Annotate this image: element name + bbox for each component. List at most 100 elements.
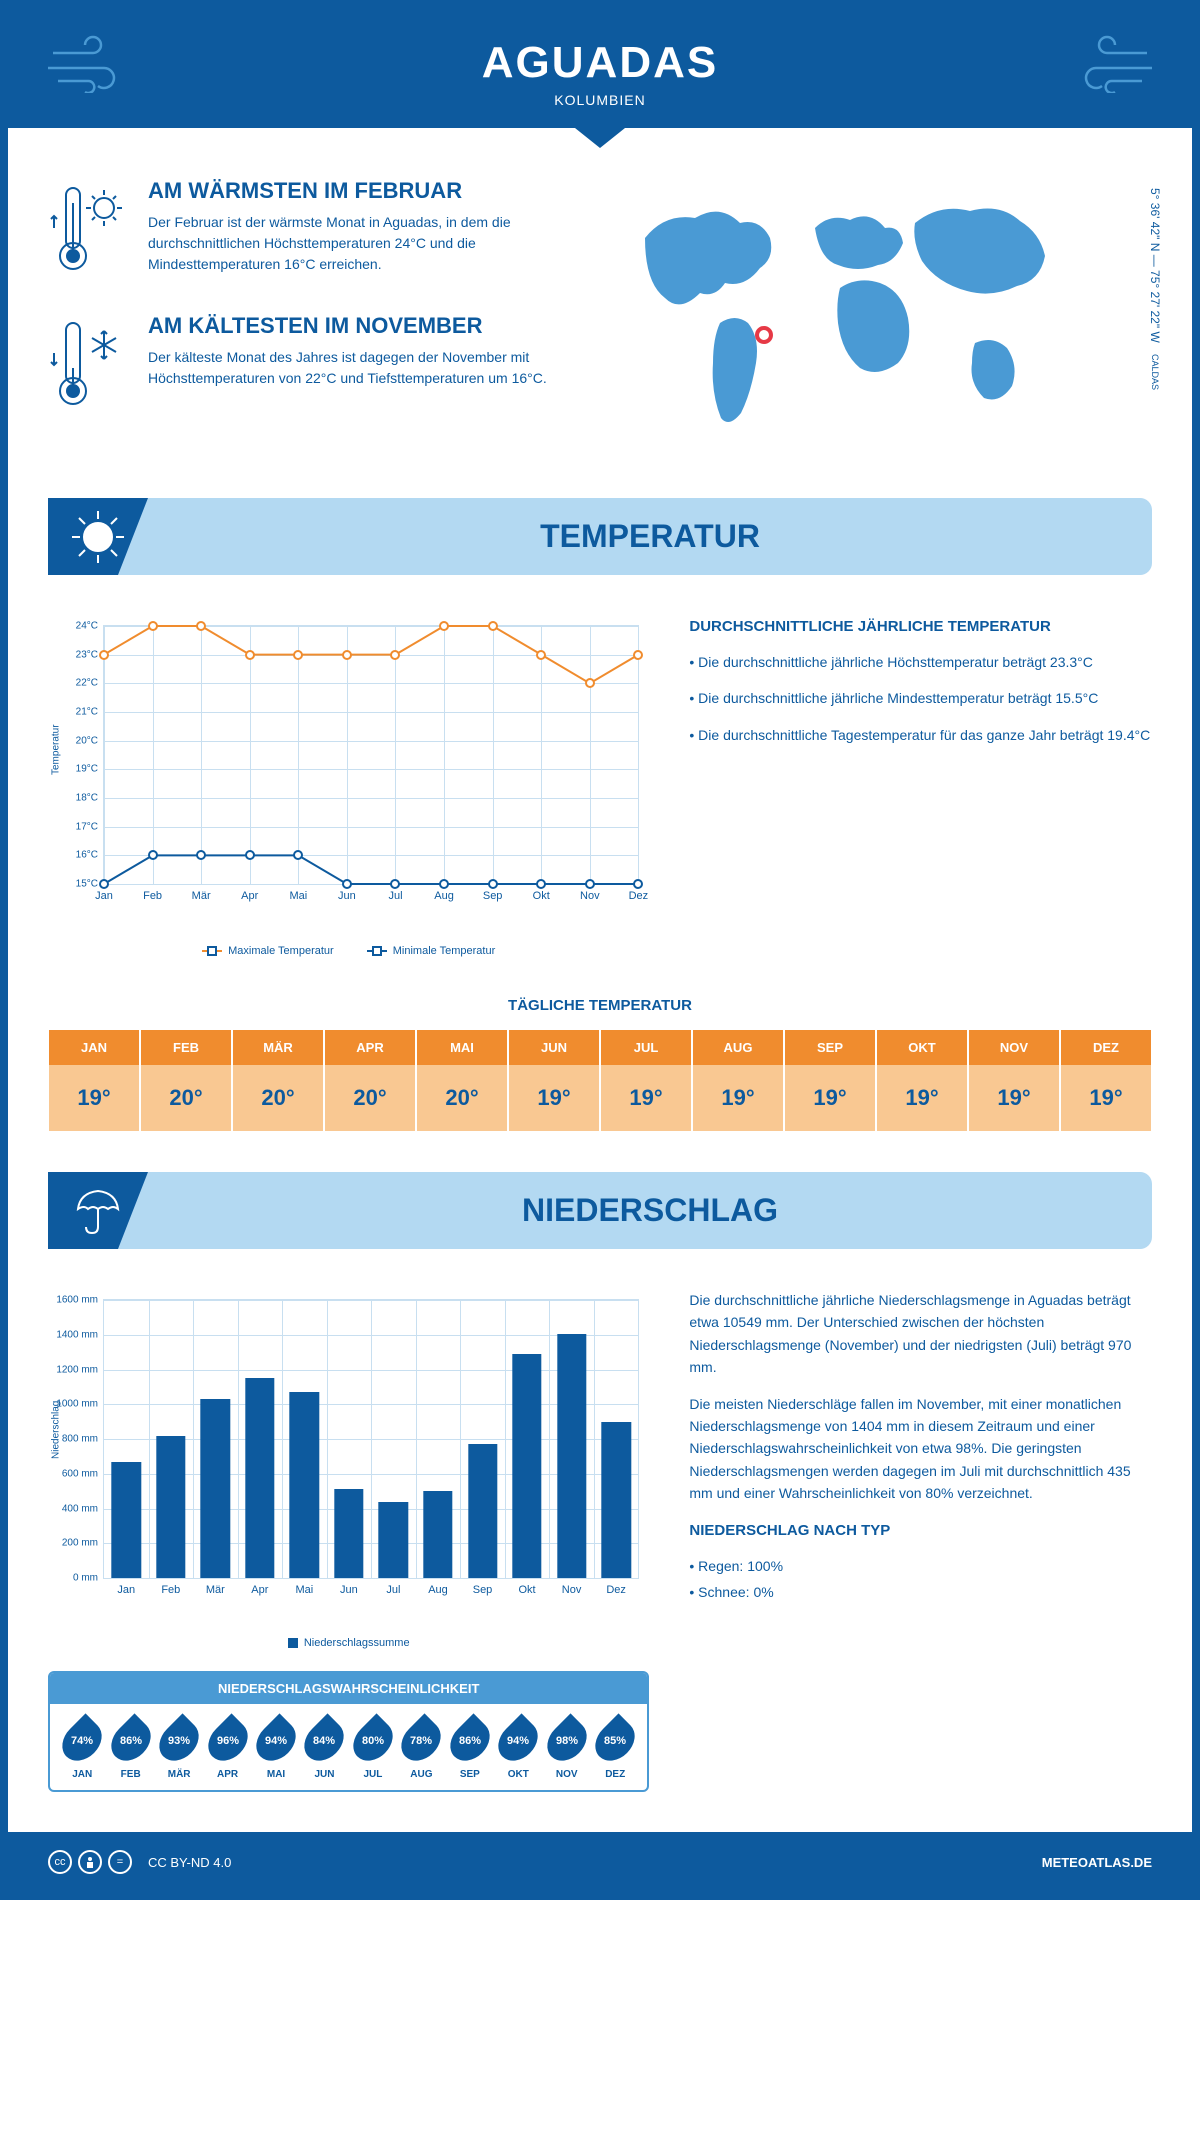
- month-label: NOV: [543, 1769, 591, 1780]
- temp-value: 19°: [1061, 1065, 1151, 1131]
- data-point: [342, 879, 352, 889]
- umbrella-icon: [48, 1172, 148, 1249]
- bar: [512, 1354, 541, 1578]
- license-block: cc = CC BY-ND 4.0: [48, 1850, 231, 1874]
- probability-cell: 74%JAN: [58, 1719, 106, 1780]
- type-bullet: • Schnee: 0%: [689, 1581, 1152, 1603]
- y-tick-label: 600 mm: [62, 1468, 104, 1479]
- month-header: FEB: [141, 1030, 231, 1065]
- month-label: FEB: [106, 1769, 154, 1780]
- fact-warm-title: AM WÄRMSTEN IM FEBRUAR: [148, 178, 585, 204]
- data-point: [196, 621, 206, 631]
- data-point: [99, 879, 109, 889]
- data-point: [439, 879, 449, 889]
- thermometer-sun-icon: [48, 178, 128, 283]
- data-point: [488, 879, 498, 889]
- data-point: [196, 850, 206, 860]
- month-label: SEP: [446, 1769, 494, 1780]
- drop-icon: 78%: [394, 1713, 449, 1768]
- daily-temperature: TÄGLICHE TEMPERATUR JAN19°FEB20°MÄR20°AP…: [8, 977, 1192, 1152]
- data-point: [585, 678, 595, 688]
- wind-icon: [43, 33, 133, 98]
- y-tick-label: 16°C: [76, 850, 104, 861]
- y-tick-label: 20°C: [76, 735, 104, 746]
- probability-cell: 86%SEP: [446, 1719, 494, 1780]
- data-point: [536, 879, 546, 889]
- info-bullet: • Die durchschnittliche jährliche Mindes…: [689, 687, 1152, 709]
- temp-value: 19°: [693, 1065, 783, 1131]
- y-axis-title: Temperatur: [51, 724, 62, 775]
- world-map: [615, 178, 1152, 443]
- fact-cold-text: Der kälteste Monat des Jahres ist dagege…: [148, 347, 585, 389]
- info-heading: DURCHSCHNITTLICHE JÄHRLICHE TEMPERATUR: [689, 615, 1152, 639]
- daily-cell: DEZ19°: [1060, 1029, 1152, 1132]
- probability-cell: 94%OKT: [494, 1719, 542, 1780]
- drop-icon: 84%: [297, 1713, 352, 1768]
- month-label: JUL: [349, 1769, 397, 1780]
- section-header-temperature: TEMPERATUR: [48, 498, 1152, 575]
- month-header: OKT: [877, 1030, 967, 1065]
- month-header: APR: [325, 1030, 415, 1065]
- x-tick-label: Mär: [192, 884, 211, 902]
- month-label: MAI: [252, 1769, 300, 1780]
- sun-icon: [48, 498, 148, 575]
- probability-cell: 78%AUG: [397, 1719, 445, 1780]
- month-header: SEP: [785, 1030, 875, 1065]
- x-tick-label: Feb: [143, 884, 162, 902]
- bar: [156, 1436, 185, 1578]
- cc-icon: cc: [48, 1850, 72, 1874]
- drop-icon: 86%: [103, 1713, 158, 1768]
- precipitation-chart: Niederschlag 0 mm200 mm400 mm600 mm800 m…: [48, 1289, 649, 1812]
- legend-min: Minimale Temperatur: [393, 945, 496, 957]
- drop-icon: 74%: [55, 1713, 110, 1768]
- probability-cell: 86%FEB: [106, 1719, 154, 1780]
- month-header: MÄR: [233, 1030, 323, 1065]
- data-point: [293, 850, 303, 860]
- y-tick-label: 17°C: [76, 821, 104, 832]
- probability-title: NIEDERSCHLAGSWAHRSCHEINLICHKEIT: [50, 1673, 647, 1704]
- drop-icon: 93%: [152, 1713, 207, 1768]
- x-tick-label: Okt: [518, 1578, 535, 1596]
- daily-title: TÄGLICHE TEMPERATUR: [48, 997, 1152, 1014]
- month-label: APR: [203, 1769, 251, 1780]
- data-point: [148, 850, 158, 860]
- daily-cell: FEB20°: [140, 1029, 232, 1132]
- chart-legend: Maximale Temperatur Minimale Temperatur: [48, 935, 649, 957]
- drop-icon: 96%: [200, 1713, 255, 1768]
- x-tick-label: Dez: [606, 1578, 626, 1596]
- page-title: AGUADAS: [28, 38, 1172, 88]
- probability-cell: 84%JUN: [300, 1719, 348, 1780]
- x-tick-label: Feb: [161, 1578, 180, 1596]
- month-header: JUL: [601, 1030, 691, 1065]
- facts-column: AM WÄRMSTEN IM FEBRUAR Der Februar ist d…: [48, 178, 585, 448]
- y-tick-label: 1400 mm: [56, 1329, 104, 1340]
- daily-cell: SEP19°: [784, 1029, 876, 1132]
- by-type-heading: NIEDERSCHLAG NACH TYP: [689, 1519, 1152, 1543]
- month-header: NOV: [969, 1030, 1059, 1065]
- bar: [557, 1334, 586, 1578]
- fact-coldest: AM KÄLTESTEN IM NOVEMBER Der kälteste Mo…: [48, 313, 585, 418]
- x-tick-label: Sep: [473, 1578, 493, 1596]
- daily-cell: APR20°: [324, 1029, 416, 1132]
- data-point: [245, 650, 255, 660]
- section-header-precipitation: NIEDERSCHLAG: [48, 1172, 1152, 1249]
- drop-icon: 94%: [491, 1713, 546, 1768]
- probability-cell: 93%MÄR: [155, 1719, 203, 1780]
- bar: [423, 1491, 452, 1578]
- daily-cell: MAI20°: [416, 1029, 508, 1132]
- wind-icon: [1067, 33, 1157, 98]
- temp-value: 19°: [969, 1065, 1059, 1131]
- bar: [468, 1444, 497, 1578]
- temp-value: 19°: [49, 1065, 139, 1131]
- drop-icon: 98%: [539, 1713, 594, 1768]
- daily-cell: JUL19°: [600, 1029, 692, 1132]
- by-icon: [78, 1850, 102, 1874]
- data-point: [390, 879, 400, 889]
- month-label: MÄR: [155, 1769, 203, 1780]
- probability-cell: 85%DEZ: [591, 1719, 639, 1780]
- data-point: [633, 879, 643, 889]
- data-point: [99, 650, 109, 660]
- month-label: JAN: [58, 1769, 106, 1780]
- month-header: JUN: [509, 1030, 599, 1065]
- month-header: JAN: [49, 1030, 139, 1065]
